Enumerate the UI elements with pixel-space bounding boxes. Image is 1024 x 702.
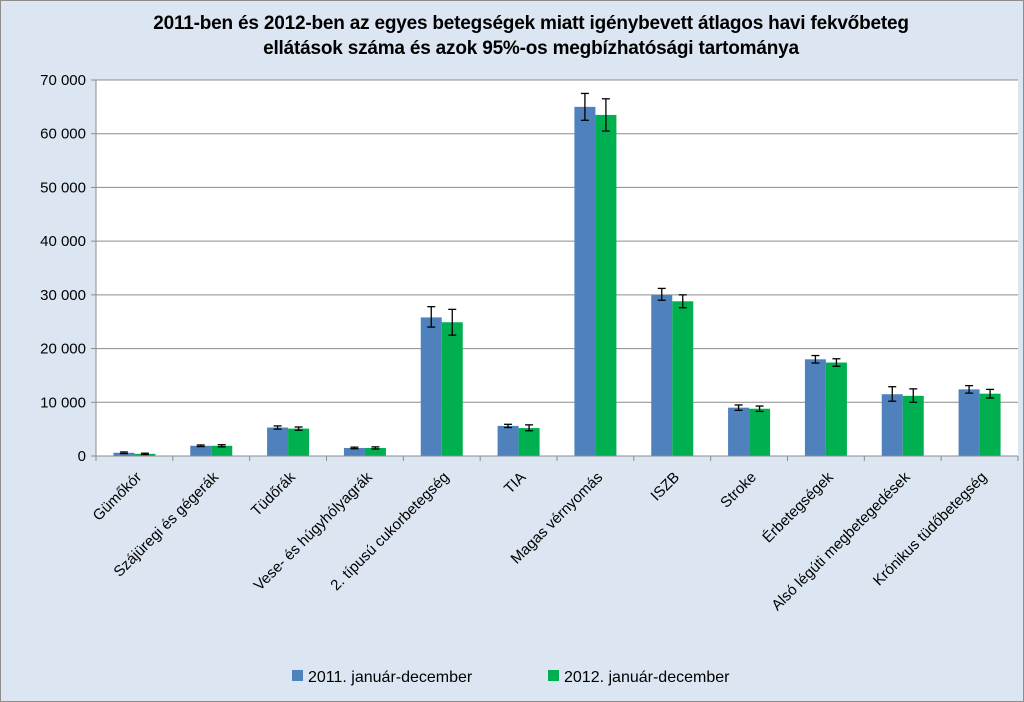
legend-swatch [292, 670, 303, 681]
x-tick-label: Alsó légúti megbetegedések [768, 468, 914, 614]
y-axis: 0 10 000 20 000 30 000 40 000 50 000 60 000 70 … [40, 72, 97, 465]
bar [364, 447, 386, 456]
bars [113, 92, 1001, 457]
bar [749, 408, 771, 456]
legend: 2011. január-december 2012. január-decemb… [292, 669, 730, 686]
y-tick-label: 20 000 [40, 341, 86, 358]
bar [190, 445, 212, 456]
bar [881, 394, 903, 456]
y-tick-label: 60 000 [40, 126, 86, 143]
legend-swatch [548, 670, 559, 681]
x-tick-label: ISZB [647, 469, 683, 505]
bar [825, 362, 847, 456]
bar [113, 452, 135, 456]
x-tick-label: Gümőkór [90, 469, 146, 525]
bar [958, 389, 980, 456]
bar [441, 322, 463, 456]
chart-title: 2011-ben és 2012-ben az egyes betegségek… [153, 13, 909, 59]
bar [211, 445, 233, 456]
bar [420, 317, 442, 456]
bar [672, 301, 694, 456]
bar [979, 393, 1001, 456]
bar [651, 294, 673, 456]
bar [728, 407, 750, 456]
bar [595, 114, 617, 457]
y-tick-label: 70 000 [40, 72, 86, 89]
legend-label: 2011. január-december [308, 669, 473, 686]
bar [343, 447, 365, 456]
y-tick-label: 40 000 [40, 233, 86, 250]
x-tick-label: Stroke [717, 469, 760, 512]
x-tick-label: TIA [501, 469, 530, 498]
bar [804, 359, 826, 456]
legend-label: 2012. január-december [564, 669, 730, 686]
y-tick-label: 0 [78, 448, 86, 465]
y-tick-label: 50 000 [40, 179, 86, 196]
bar [497, 425, 519, 456]
grid-lines [96, 79, 1018, 403]
bar [574, 106, 596, 456]
y-tick-label: 10 000 [40, 394, 86, 411]
x-tick-label: Érbetegségek [759, 468, 837, 546]
y-tick-label: 30 000 [40, 287, 86, 304]
bar [902, 395, 924, 456]
bar [267, 427, 289, 456]
bar [288, 428, 310, 456]
x-tick-label: Tüdőrák [248, 468, 299, 519]
plot-area [96, 80, 1018, 456]
bar [518, 428, 540, 456]
